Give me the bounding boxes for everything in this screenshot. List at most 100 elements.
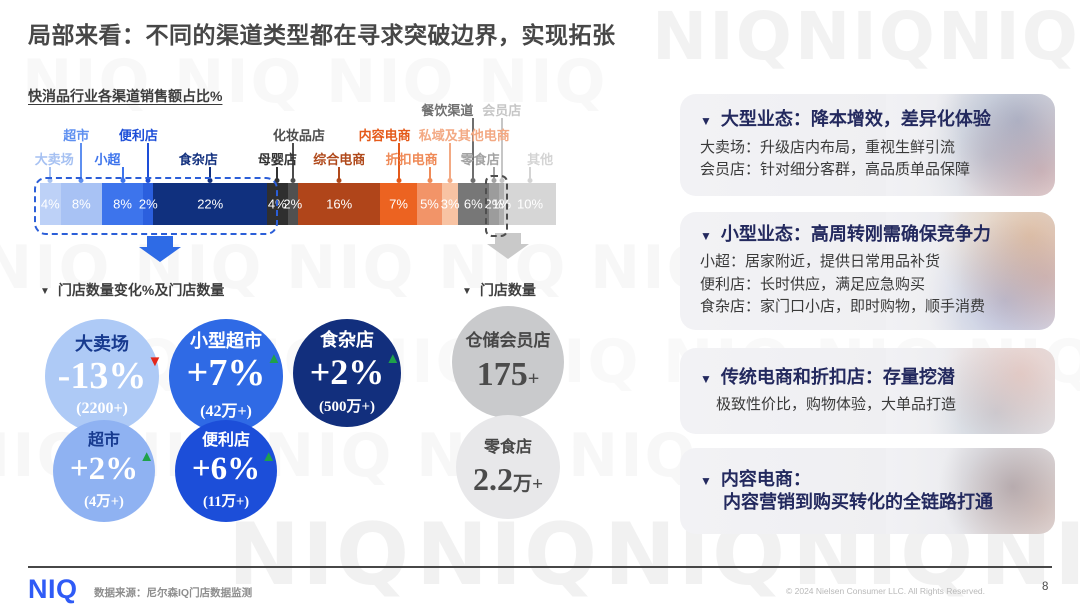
- store-change-bubble: 便利店 +6% ▲ (11万+): [175, 420, 277, 522]
- watermark-text: NIQ: [795, 0, 937, 75]
- stacked-bar: 4% 8% 8% 2% 22% 4% 2% 16% 7% 5% 3% 6% 2% 1% 10%: [40, 183, 556, 225]
- insight-photo: [886, 348, 1055, 434]
- watermark-text: NIQ: [568, 426, 698, 486]
- insight-body-line: 食杂店：家门口小店，即时购物，顺手消费: [700, 298, 986, 316]
- insight-card: ▼ 传统电商和折扣店：存量挖潜 极致性价比，购物体验，大单品打造: [680, 348, 1055, 434]
- leader-line: [121, 167, 124, 180]
- insight-marker-icon: ▼: [700, 371, 712, 386]
- offline-channels-highlight-box: [34, 177, 278, 235]
- insight-title: 内容营销到购买转化的全链路打通: [723, 492, 993, 512]
- bubble-store-count: (500万+): [318, 398, 376, 415]
- bubble-store-count-value: 2.2万+: [472, 460, 544, 497]
- leader-line: [529, 167, 532, 180]
- blue-down-arrow-head: [139, 247, 181, 262]
- bar-segment-value: 5%: [420, 196, 439, 212]
- chart-subtitle: 快消品行业各渠道销售额占比%: [28, 88, 223, 104]
- bar-segment: 2%: [139, 183, 158, 225]
- bar-segment: 3%: [441, 183, 460, 225]
- bar-segment-value: 2%: [283, 196, 303, 212]
- niq-logo: NIQ: [28, 574, 78, 604]
- leader-line: [291, 143, 294, 180]
- insight-body-line: 大卖场：升级店内布局，重视生鲜引流: [700, 138, 956, 156]
- insight-card: ▼ 小型业态：高周转刚需确保竞争力 小超：居家附近，提供日常用品补货 便利店：长时供应…: [680, 212, 1055, 330]
- bubble-channel-name: 零食店: [483, 438, 532, 456]
- bubble-change-value: +2% ▲: [309, 349, 401, 392]
- channel-label: 内容电商: [358, 128, 411, 143]
- bubble-store-count: (11万+): [202, 493, 250, 510]
- trend-up-icon: ▲: [139, 448, 155, 466]
- trend-up-icon: ▲: [266, 350, 282, 368]
- bubble-channel-name: 超市: [87, 432, 120, 450]
- bar-segment-value: 2%: [484, 196, 504, 212]
- insight-body: 小超：居家附近，提供日常用品补货 便利店：长时供应，满足应急购买食杂店：家门口小店…: [700, 251, 1041, 319]
- bubble-change-value: +2% ▲: [69, 448, 155, 488]
- bubble-channel-name: 仓储会员店: [465, 330, 551, 350]
- channel-label: 其他: [527, 152, 554, 167]
- watermark-text: NIQ: [652, 0, 794, 75]
- insight-title: ▼ 内容电商：: [700, 468, 811, 489]
- bubble-store-count: (4万+): [84, 493, 124, 510]
- bar-segment-value: 7%: [389, 196, 408, 212]
- bubble-store-count: (2200+): [76, 400, 128, 418]
- leader-line: [500, 118, 503, 180]
- bar-segment-value: 4%: [40, 196, 60, 212]
- bar-segment: 7%: [380, 183, 417, 225]
- watermark-text: NIQ: [938, 0, 1080, 75]
- channel-label: 超市: [63, 128, 90, 143]
- leader-line: [80, 143, 83, 180]
- bar-segment-value: 8%: [71, 196, 91, 212]
- insight-body-line: 会员店：针对细分客群，高品质单品保障: [700, 161, 971, 179]
- store-change-heading: ▼ 门店数量变化%及门店数量: [40, 280, 224, 300]
- trend-up-icon: ▲: [385, 349, 401, 367]
- leader-line: [276, 167, 279, 180]
- bubble-change-value: +6% ▲: [191, 448, 277, 488]
- bar-segment: 2%: [283, 183, 302, 225]
- gray-down-arrow-head: [487, 244, 529, 259]
- bubble-change-value: +7% ▲: [186, 350, 282, 395]
- bar-segment-value: 22%: [197, 196, 224, 212]
- insight-marker-icon: ▼: [700, 114, 712, 129]
- channel-label: 折扣电商: [385, 152, 438, 167]
- section-marker-icon: ▼: [40, 286, 50, 297]
- leader-line: [209, 167, 212, 180]
- watermark-text: NIQ: [286, 238, 416, 298]
- insight-photo: [886, 212, 1055, 330]
- watermark-text: NIQ: [416, 505, 600, 605]
- store-count-heading-label: 门店数量: [479, 282, 536, 298]
- leader-line: [397, 143, 400, 180]
- bar-segment: 8%: [101, 183, 144, 225]
- leader-line: [147, 143, 150, 180]
- bubble-change-value: -13% ▼: [57, 353, 163, 398]
- bar-segment: 8%: [60, 183, 102, 225]
- bar-segment-value: 2%: [138, 196, 158, 212]
- leader-line: [338, 167, 341, 180]
- insight-body: 大卖场：升级店内布局，重视生鲜引流 会员店：针对细分客群，高品质单品保障: [700, 137, 1041, 182]
- channel-label: 母婴店: [257, 152, 297, 167]
- leader-line: [493, 167, 496, 180]
- bubble-channel-name: 大卖场: [75, 333, 129, 354]
- channel-label: 餐饮渠道: [421, 103, 474, 118]
- bubble-channel-name: 便利店: [201, 432, 250, 450]
- channel-label: 私域及其他电商: [418, 128, 510, 143]
- insight-title: ▼ 小型业态：高周转刚需确保竞争力: [700, 224, 991, 245]
- insight-photo: [886, 448, 1055, 534]
- bar-segment: 2%: [485, 183, 503, 225]
- insight-body-line: 便利店：长时供应，满足应急购买: [700, 275, 926, 293]
- count-suffix: +: [527, 368, 540, 391]
- trend-up-icon: ▲: [261, 448, 277, 466]
- bubble-channel-name: 小型超市: [190, 330, 262, 351]
- store-change-heading-label: 门店数量变化%及门店数量: [57, 282, 225, 298]
- bar-segment: 16%: [297, 183, 381, 225]
- bar-segment-value: 6%: [463, 196, 483, 212]
- bar-segment: 4%: [40, 183, 61, 225]
- gray-down-arrow: [495, 233, 521, 244]
- bar-segment-value: 10%: [517, 196, 544, 212]
- leader-line: [472, 118, 475, 180]
- insight-card: ▼ 大型业态：降本增效，差异化体验 大卖场：升级店内布局，重视生鲜引流 会员店：针对细…: [680, 94, 1055, 196]
- insight-body-line: 小超：居家附近，提供日常用品补货: [700, 253, 941, 271]
- insight-photo: [886, 94, 1055, 196]
- footer-divider: [28, 566, 1052, 568]
- channel-label: 综合电商: [313, 152, 366, 167]
- data-source-note: 数据来源：尼尔森IQ门店数据监测: [94, 587, 253, 599]
